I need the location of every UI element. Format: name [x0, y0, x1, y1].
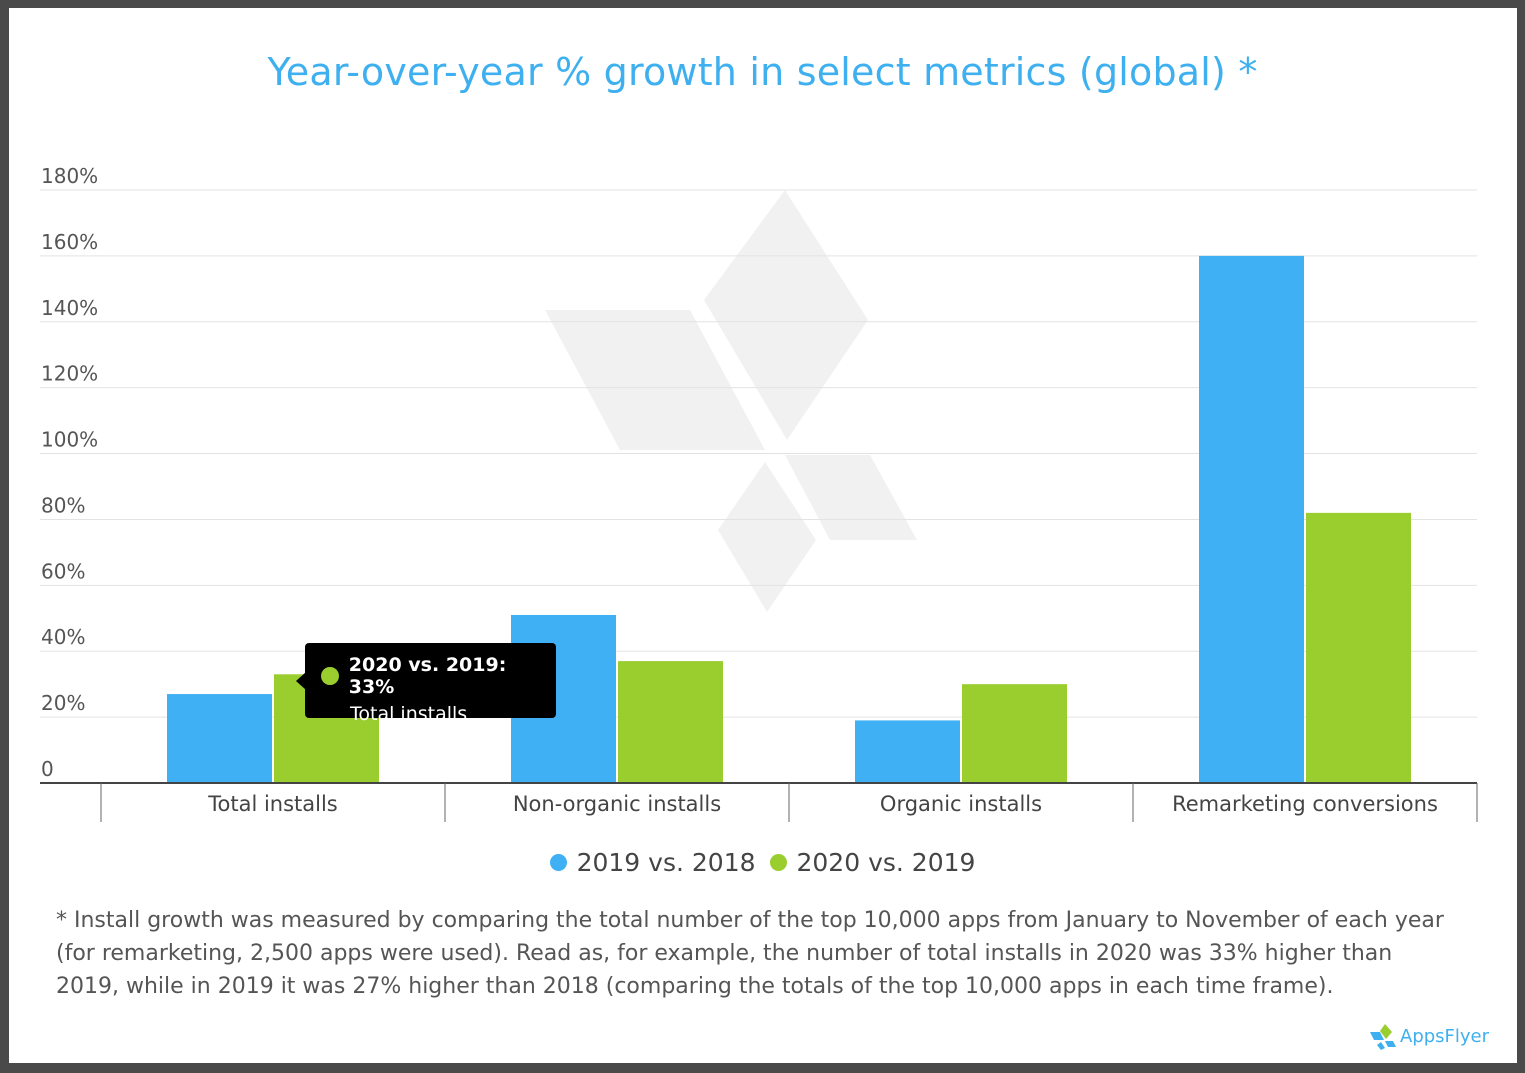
- legend-label: 2019 vs. 2018: [576, 848, 756, 877]
- legend-dot-icon: [549, 854, 567, 871]
- bar-2019-vs-2018[interactable]: [1199, 255, 1304, 783]
- bar-2020-vs-2019[interactable]: [618, 661, 723, 783]
- bar-2019-vs-2018[interactable]: [167, 694, 272, 783]
- footnote: * Install growth was measured by compari…: [56, 908, 1444, 999]
- x-category-label: Non-organic installs: [513, 792, 721, 816]
- y-tick-label: 140%: [41, 296, 98, 320]
- legend-dot-icon: [769, 854, 787, 871]
- y-tick-label: 80%: [41, 493, 85, 517]
- x-category-label: Remarketing conversions: [1172, 792, 1438, 816]
- y-tick-label: 160%: [41, 230, 98, 254]
- legend-item-2020-vs-2019[interactable]: 2020 vs. 2019: [769, 848, 976, 877]
- y-tick-label: 40%: [41, 625, 85, 649]
- chart-tooltip: 2020 vs. 2019: 33% Total installs: [305, 643, 556, 725]
- y-tick-label: 100%: [41, 428, 98, 452]
- x-category-label: Organic installs: [880, 792, 1042, 816]
- brand-name: AppsFlyer: [1400, 1025, 1490, 1047]
- watermark-logo-icon: [545, 190, 917, 612]
- y-tick-label: 180%: [41, 164, 98, 188]
- chart-title: Year-over-year % growth in select metric…: [267, 50, 1258, 94]
- bar-chart: 0 20% 40% 60% 80% 100% 120% 140% 160% 180% Total i…: [40, 164, 1478, 822]
- tooltip-pointer: [296, 672, 306, 690]
- y-tick-label: 60%: [41, 559, 85, 583]
- x-category-label: Total installs: [207, 792, 338, 816]
- legend-item-2019-vs-2018[interactable]: 2019 vs. 2018: [549, 848, 756, 877]
- tooltip-title: 2020 vs. 2019: 33%: [348, 654, 507, 698]
- y-tick-label: 0: [41, 757, 54, 781]
- y-tick-label: 120%: [41, 362, 98, 386]
- tooltip-series-dot: [321, 667, 339, 685]
- brand-logo: AppsFlyer: [1368, 1022, 1489, 1050]
- chart-legend: 2019 vs. 2018 2020 vs. 2019: [0, 848, 1525, 877]
- tooltip-category: Total installs: [350, 703, 468, 725]
- bar-2020-vs-2019[interactable]: [962, 684, 1067, 783]
- y-tick-label: 20%: [41, 691, 85, 715]
- bar-2020-vs-2019[interactable]: [1306, 512, 1411, 783]
- bar-2019-vs-2018[interactable]: [855, 720, 960, 783]
- appsflyer-logo-icon: [1370, 1024, 1396, 1050]
- legend-label: 2020 vs. 2019: [796, 848, 976, 877]
